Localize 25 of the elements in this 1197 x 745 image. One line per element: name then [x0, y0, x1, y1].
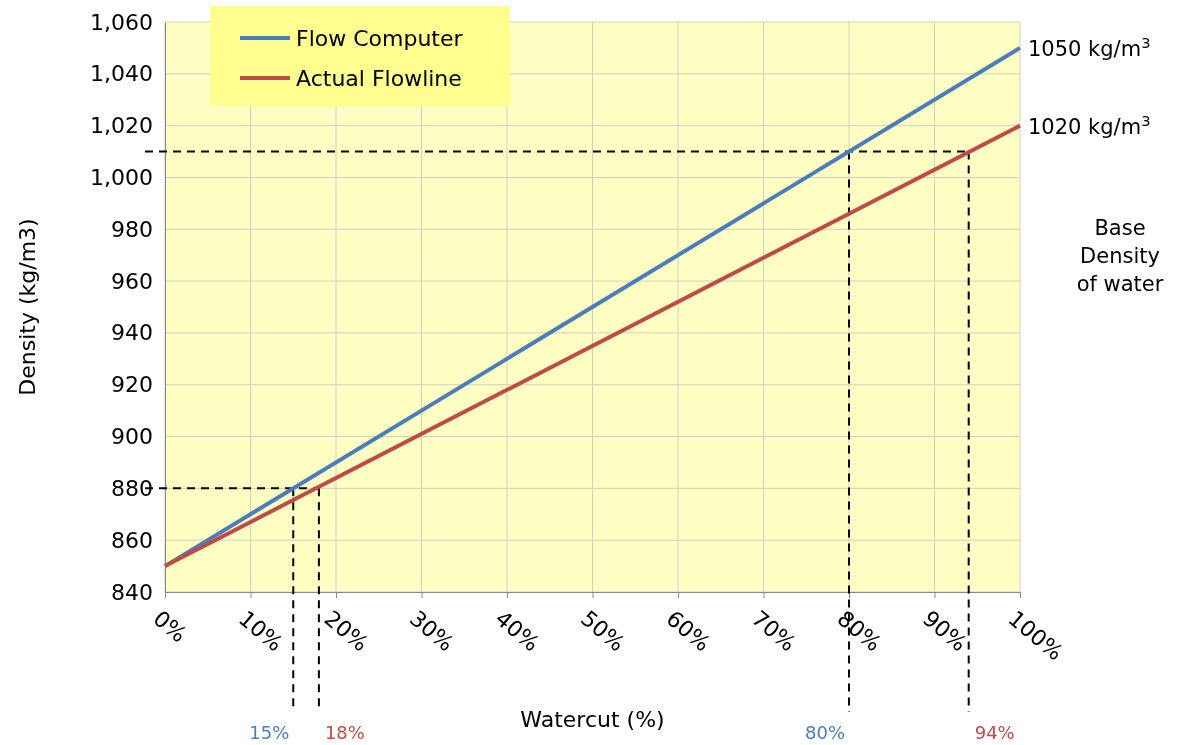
x-tick-label: 0%: [148, 605, 192, 648]
ref-line-label: 80%: [804, 722, 845, 743]
y-tick-label: 960: [111, 268, 153, 294]
y-tick-label: 1,040: [90, 61, 153, 87]
y-axis-title: Density (kg/m3): [15, 218, 40, 396]
y-tick-label: 1,000: [90, 164, 153, 190]
ref-line-label: 94%: [974, 722, 1015, 743]
y-tick-label: 860: [111, 527, 153, 553]
annotation: 1020 kg/m$^{3}$: [1028, 111, 1151, 139]
x-tick-label: 40%: [490, 605, 545, 657]
x-axis-title: Watercut (%): [520, 707, 665, 732]
text: Base Density of water: [1076, 216, 1164, 296]
y-tick-label: 920: [111, 372, 153, 398]
y-tick-label: 980: [111, 216, 153, 242]
legend-label: Actual Flowline: [296, 66, 462, 91]
y-tick-label: 940: [111, 320, 153, 346]
ref-line-label: 18%: [324, 722, 365, 743]
annotation: 1050 kg/m$^{3}$: [1028, 33, 1151, 61]
y-tick-label: 1,020: [90, 113, 153, 139]
y-tick-label: 1,060: [90, 9, 153, 35]
y-tick-label: 880: [111, 475, 153, 501]
y-tick-label: 840: [111, 579, 153, 605]
ref-line-label: 15%: [249, 722, 290, 743]
y-tick-label: 900: [111, 424, 153, 450]
legend-label: Flow Computer: [296, 26, 464, 51]
